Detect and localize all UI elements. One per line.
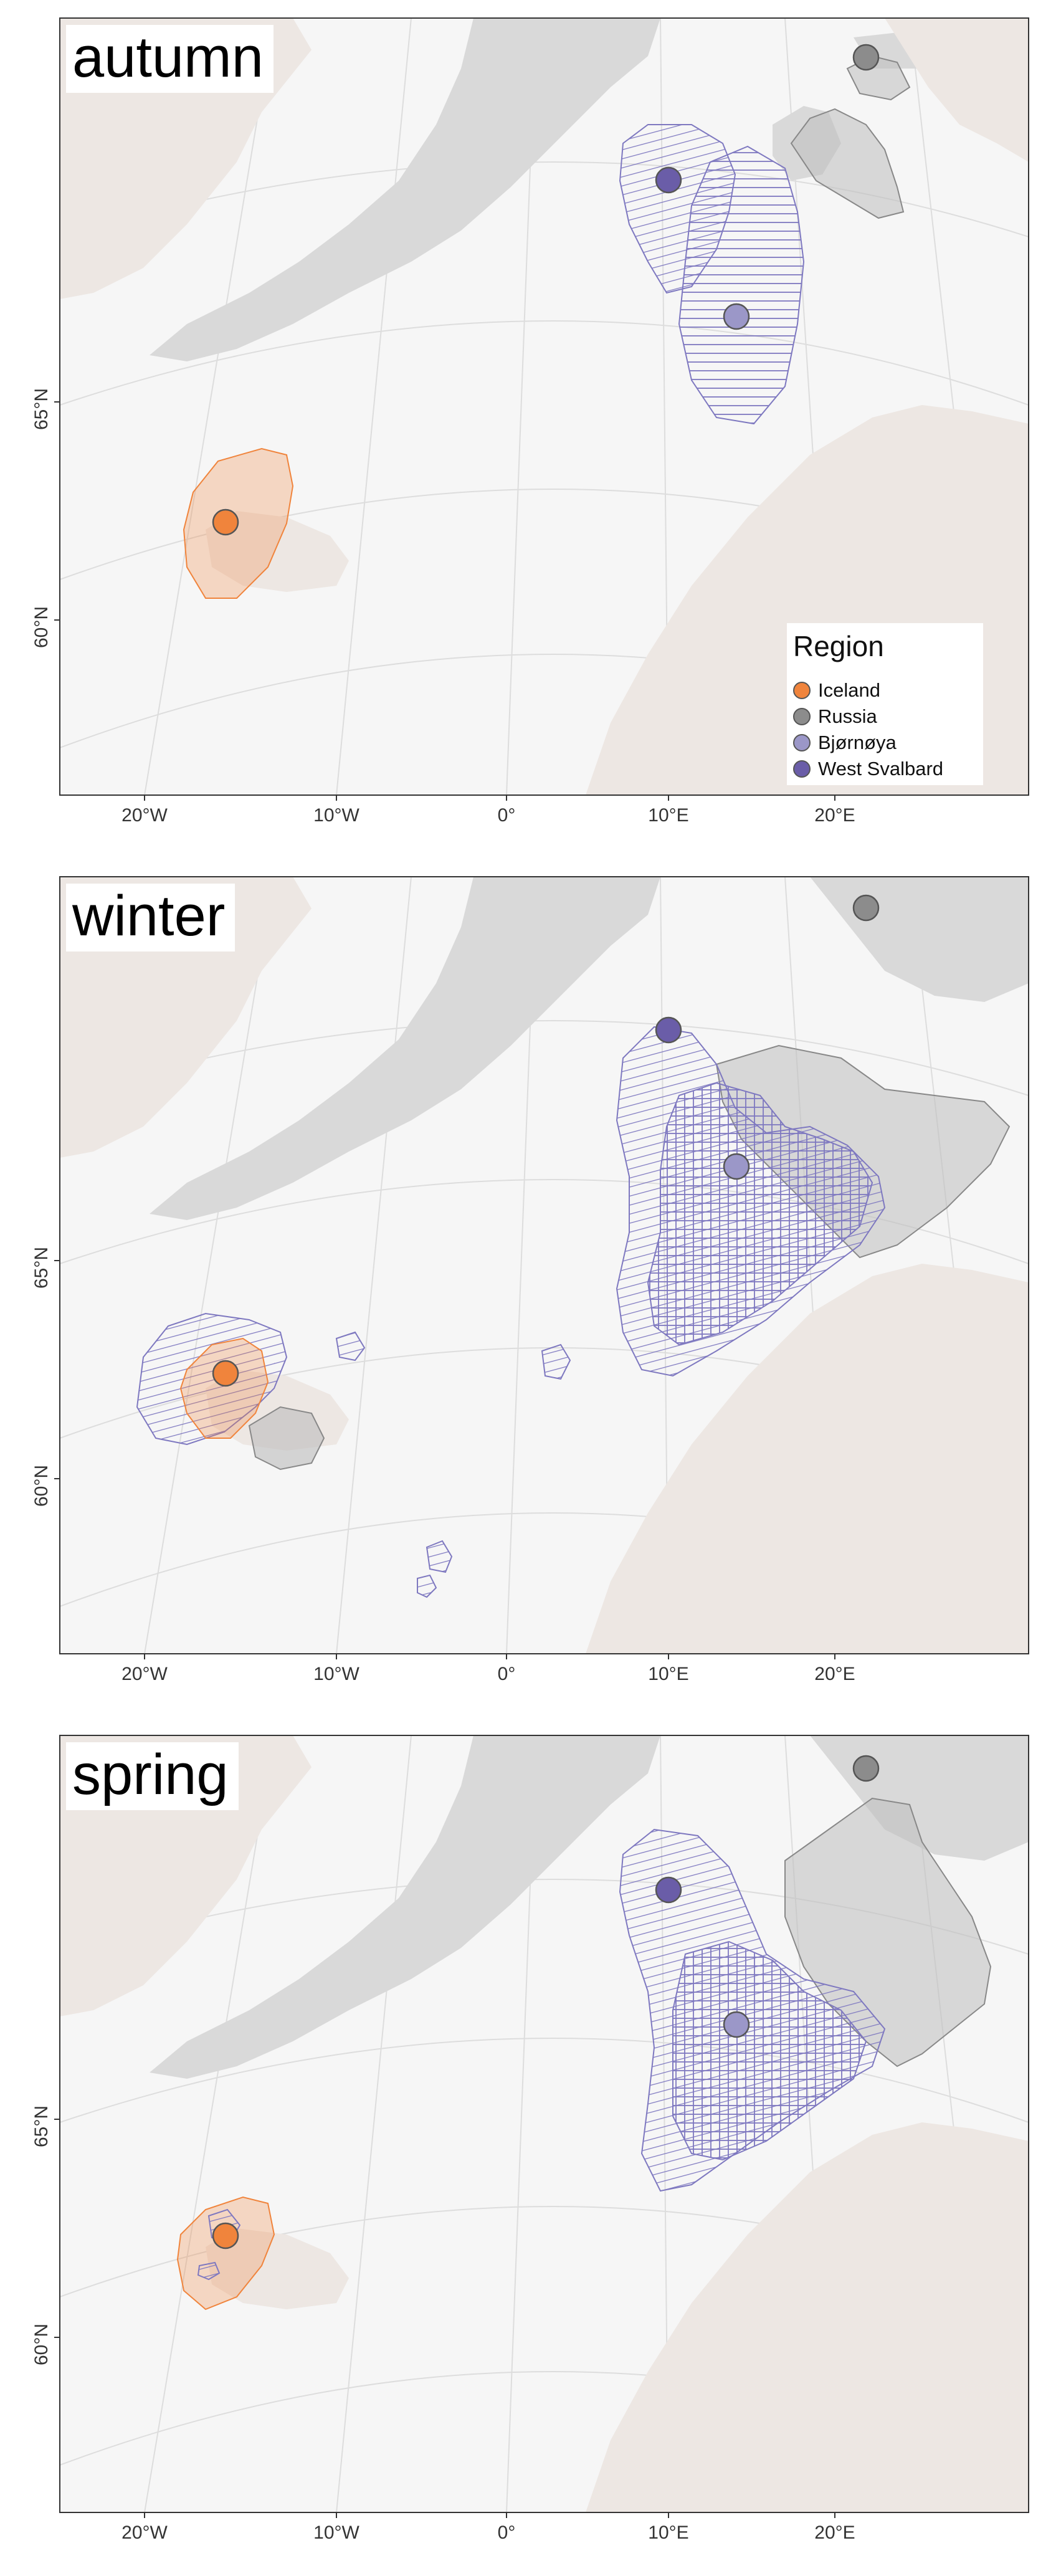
lat-label-60: 60°N xyxy=(31,1464,52,1507)
lon-label-20w: 20°W xyxy=(121,1664,168,1684)
range-west-svalbard-iceland-2 xyxy=(197,2261,221,2281)
range-west-svalbard-blob-4 xyxy=(417,1574,437,1598)
legend-swatch-bjornoya xyxy=(793,734,811,751)
legend-label-bjornoya: Bjørnøya xyxy=(818,732,897,753)
colony-russia-marker xyxy=(852,1755,880,1782)
colony-west-svalbard-marker xyxy=(655,166,682,194)
legend-item-iceland: Iceland xyxy=(793,678,880,703)
land-greenland xyxy=(150,18,660,361)
land-iceland xyxy=(206,511,349,592)
colony-bjornoya-marker xyxy=(723,1153,750,1180)
lon-label-20e: 20°E xyxy=(814,2522,855,2543)
map-frame xyxy=(59,876,1029,1654)
range-iceland xyxy=(176,2196,275,2311)
land-russia-north xyxy=(885,18,1029,162)
lat-label-65: 65°N xyxy=(31,388,52,430)
colony-iceland-marker xyxy=(212,1360,239,1387)
lon-label-10e: 10°E xyxy=(648,1664,689,1684)
map-winter xyxy=(54,876,1029,1659)
range-west-svalbard-blob-2 xyxy=(541,1343,571,1380)
range-russia xyxy=(790,108,905,219)
map-panel-winter: winter 65°N 60°N 20°W 10°W 0° 10°E 20°E xyxy=(0,859,1061,1717)
legend-item-russia: Russia xyxy=(793,704,877,729)
map-panel-autumn: autumn 65°N 60°N 20°W 10°W 0° 10°E 20°E … xyxy=(0,0,1061,859)
legend-swatch-west-svalbard xyxy=(793,760,811,778)
lon-label-20w: 20°W xyxy=(121,805,168,826)
lat-label-65: 65°N xyxy=(31,1246,52,1289)
lon-label-10w: 10°W xyxy=(313,1664,359,1684)
range-west-svalbard xyxy=(619,124,736,294)
legend-item-bjornoya: Bjørnøya xyxy=(793,730,897,755)
colony-west-svalbard-marker xyxy=(655,1876,682,1904)
lon-label-20e: 20°E xyxy=(814,805,855,826)
legend-swatch-russia xyxy=(793,708,811,725)
colony-russia-marker xyxy=(852,44,880,71)
season-label-autumn: autumn xyxy=(66,25,274,93)
legend-label-west-svalbard: West Svalbard xyxy=(818,758,944,780)
land-scandinavia xyxy=(586,1264,1029,1654)
range-west-svalbard-blob-3 xyxy=(426,1540,453,1573)
legend-label-russia: Russia xyxy=(818,705,877,727)
lat-label-60: 60°N xyxy=(31,606,52,648)
range-west-svalbard-blob-1 xyxy=(335,1331,366,1362)
axis-ticks xyxy=(54,2119,835,2518)
lon-label-0: 0° xyxy=(497,1664,516,1684)
legend-swatch-iceland xyxy=(793,682,811,699)
legend-item-west-svalbard: West Svalbard xyxy=(793,756,943,781)
legend: Region Iceland Russia Bjørnøya West Sval… xyxy=(787,623,983,785)
colony-russia-marker xyxy=(852,894,880,922)
lon-label-10e: 10°E xyxy=(648,805,689,826)
lat-label-60: 60°N xyxy=(31,2323,52,2365)
season-label-spring: spring xyxy=(66,1742,239,1810)
lon-label-10w: 10°W xyxy=(313,805,359,826)
lat-label-65: 65°N xyxy=(31,2105,52,2147)
range-russia-iceland xyxy=(248,1406,325,1471)
land-greenland xyxy=(150,877,660,1220)
lon-label-20w: 20°W xyxy=(121,2522,168,2543)
lon-label-20e: 20°E xyxy=(814,1664,855,1684)
legend-title: Region xyxy=(793,630,884,662)
range-west-svalbard-iceland xyxy=(136,1312,288,1446)
colony-iceland-marker xyxy=(212,508,239,536)
land-greenland xyxy=(150,1735,660,2079)
colony-west-svalbard-marker xyxy=(655,1016,682,1044)
map-spring xyxy=(54,1735,1029,2518)
colony-bjornoya-marker xyxy=(723,2011,750,2038)
range-bjornoya xyxy=(672,1940,867,2161)
land-scandinavia xyxy=(586,2122,1029,2512)
lon-label-0: 0° xyxy=(497,805,516,826)
lon-label-0: 0° xyxy=(497,2522,516,2543)
season-label-winter: winter xyxy=(66,884,236,952)
map-frame xyxy=(59,17,1029,796)
land-iceland xyxy=(206,2228,349,2309)
map-frame xyxy=(59,1735,1029,2513)
legend-label-iceland: Iceland xyxy=(818,679,880,701)
colony-bjornoya-marker xyxy=(723,303,750,330)
range-bjornoya xyxy=(647,1082,873,1346)
lon-label-10w: 10°W xyxy=(313,2522,359,2543)
range-iceland xyxy=(179,1337,269,1439)
axis-ticks xyxy=(54,401,835,801)
map-panel-spring: spring 65°N 60°N 20°W 10°W 0° 10°E 20°E xyxy=(0,1717,1061,2576)
axis-ticks xyxy=(54,1260,835,1659)
colony-iceland-marker xyxy=(212,2222,239,2249)
lon-label-10e: 10°E xyxy=(648,2522,689,2543)
